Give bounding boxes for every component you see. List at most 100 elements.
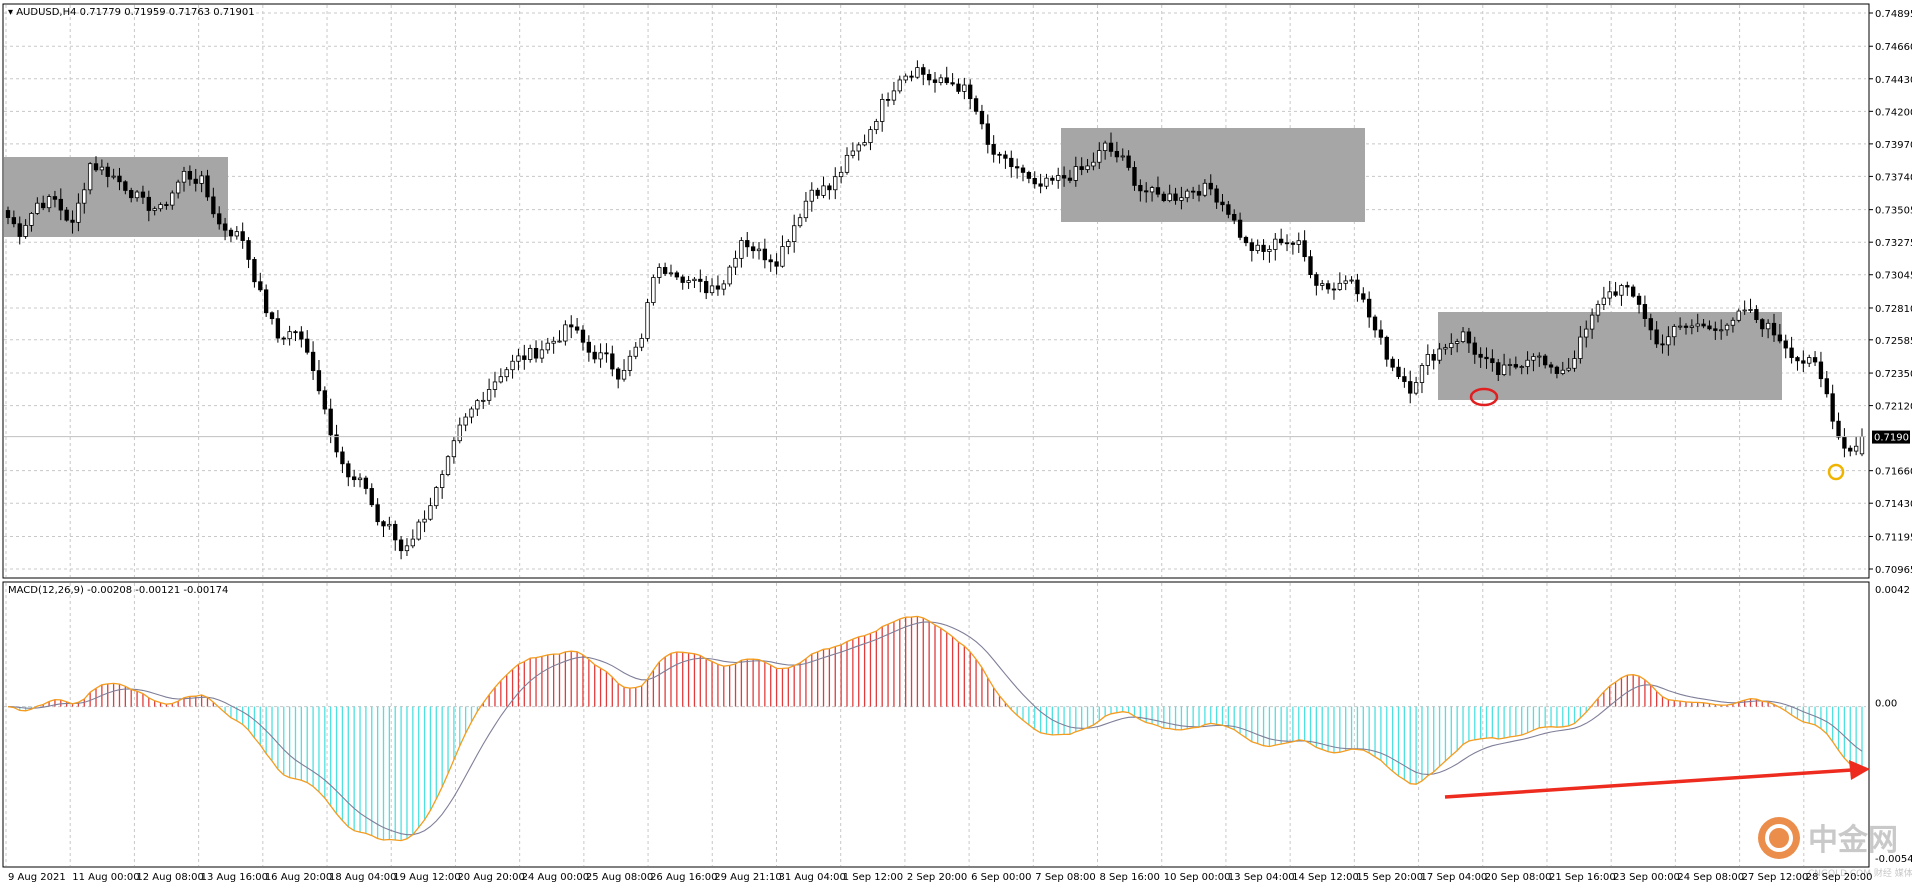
time-label: 14 Sep 12:00: [1292, 872, 1359, 883]
candle-body: [1214, 188, 1219, 203]
candle-body: [76, 202, 81, 223]
candle-body: [1126, 155, 1131, 168]
candle-body: [727, 266, 732, 285]
time-label: 24 Aug 00:00: [522, 872, 589, 883]
candle-body: [310, 351, 316, 372]
candle-body: [698, 278, 703, 282]
candle-body: [369, 488, 374, 506]
candle-body: [1372, 316, 1378, 331]
candle-body: [387, 523, 392, 527]
candle-body: [1331, 288, 1337, 291]
candle-body: [1625, 285, 1630, 288]
candle-body: [1226, 204, 1231, 215]
candle-body: [1607, 291, 1612, 299]
candle-body: [1202, 182, 1208, 196]
candle-body: [322, 390, 327, 410]
candle-body: [1020, 167, 1026, 173]
candle-body: [745, 240, 750, 248]
red-ellipse-marker: [1469, 387, 1499, 407]
candle-body: [1666, 336, 1671, 346]
time-label: 29 Aug 21:10: [714, 872, 781, 883]
candle-body: [1255, 244, 1260, 251]
candle-body: [1613, 291, 1618, 296]
candle-body: [1314, 274, 1319, 286]
candle-body: [416, 521, 421, 540]
candle-body: [586, 341, 592, 353]
candle-body: [1073, 166, 1078, 181]
candle-body: [1437, 348, 1442, 361]
candle-body: [944, 77, 949, 84]
candle-body: [334, 434, 339, 453]
candle-body: [129, 190, 134, 199]
candle-body: [1695, 323, 1700, 327]
candle-body: [1713, 328, 1718, 331]
candle-body: [991, 144, 996, 155]
indicator-pane[interactable]: [2, 581, 1870, 868]
candle-body: [99, 166, 105, 171]
candle-body: [1355, 279, 1360, 295]
candle-body: [211, 196, 216, 215]
candle-body: [281, 337, 286, 340]
macd-label: 0.00: [1875, 699, 1897, 710]
time-label: 10 Sep 00:00: [1164, 872, 1231, 883]
candle-body: [1531, 356, 1536, 361]
candle-body: [616, 368, 621, 380]
candle-body: [1032, 178, 1037, 185]
candle-body: [1853, 445, 1859, 452]
candle-body: [1425, 354, 1430, 366]
time-label: 20 Aug 20:00: [457, 872, 524, 883]
candle-body: [563, 324, 568, 342]
candle-body: [850, 150, 856, 156]
candle-body: [633, 346, 638, 357]
macd-label: 0.0042: [1875, 585, 1910, 596]
candle-body: [351, 476, 357, 481]
candle-body: [1003, 154, 1008, 159]
candle-body: [1302, 240, 1307, 258]
candle-body: [756, 248, 762, 252]
macd-main-line: [7, 615, 1863, 842]
candle-body: [1185, 190, 1190, 199]
candle-body: [1155, 187, 1161, 195]
candle-body: [1701, 323, 1706, 327]
candle-body: [1108, 142, 1114, 152]
candle-body: [117, 175, 122, 183]
candle-body: [1543, 355, 1548, 366]
candle-body: [551, 340, 556, 344]
candle-body: [1818, 361, 1824, 380]
symbol-triangle-icon: ▾: [8, 7, 16, 18]
candle-body: [357, 477, 363, 481]
candle-body: [1730, 319, 1736, 326]
candle-body: [797, 217, 803, 227]
candle-body: [580, 329, 586, 343]
price-label: 0.73045: [1875, 271, 1912, 282]
candle-body: [1114, 150, 1120, 158]
candlestick-series: [5, 60, 1865, 560]
candle-body: [469, 408, 474, 418]
candle-body: [1654, 329, 1659, 345]
candle-body: [1537, 355, 1542, 358]
candle-body: [1056, 175, 1061, 181]
candle-body: [844, 154, 850, 173]
orange-circle-marker: [1827, 463, 1845, 481]
candle-body: [1243, 236, 1249, 244]
candle-body: [874, 121, 879, 131]
price-pane[interactable]: [2, 3, 1870, 579]
candle-body: [1408, 381, 1413, 394]
candle-body: [1079, 166, 1084, 170]
candle-body: [1261, 244, 1266, 252]
candle-body: [41, 202, 46, 209]
time-label: 31 Aug 04:00: [778, 872, 845, 883]
candle-body: [287, 331, 292, 340]
candle-body: [815, 189, 820, 196]
candle-body: [639, 338, 644, 348]
candle-body: [704, 281, 709, 294]
time-label: 28 Sep 20:00: [1806, 872, 1873, 883]
time-label: 27 Sep 12:00: [1742, 872, 1809, 883]
candle-body: [475, 400, 480, 410]
time-label: 24 Sep 08:00: [1677, 872, 1744, 883]
watermark-subtext: CNGOLD.COM 财经 媒体: [1808, 867, 1912, 879]
candle-body: [809, 189, 814, 202]
